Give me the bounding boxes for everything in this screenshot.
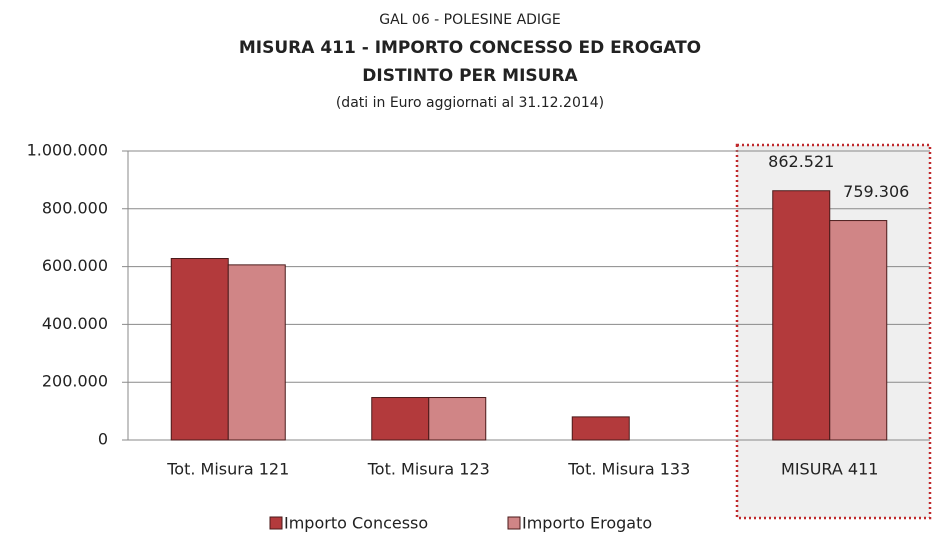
value-label: 862.521 xyxy=(768,152,834,171)
x-tick-label: Tot. Misura 121 xyxy=(166,460,289,479)
bar xyxy=(571,416,630,441)
y-tick-label: 400.000 xyxy=(42,314,108,333)
chart-title: MISURA 411 - IMPORTO CONCESSO ED EROGATO xyxy=(239,38,701,58)
bar xyxy=(772,190,831,441)
y-tick-label: 200.000 xyxy=(42,372,108,391)
legend-label: Importo Concesso xyxy=(284,514,428,533)
chart-subtitle: (dati in Euro aggiornati al 31.12.2014) xyxy=(336,95,604,111)
legend-swatch xyxy=(269,516,283,530)
legend-label: Importo Erogato xyxy=(522,514,652,533)
x-tick-label: Tot. Misura 123 xyxy=(367,460,490,479)
bar xyxy=(829,220,888,441)
bar xyxy=(371,397,430,441)
value-label: 759.306 xyxy=(843,182,909,201)
bar xyxy=(227,264,286,441)
chart-title: DISTINTO PER MISURA xyxy=(362,66,578,86)
bar xyxy=(170,258,229,441)
chart-title: GAL 06 - POLESINE ADIGE xyxy=(379,12,561,28)
bar xyxy=(428,397,487,441)
legend-swatch xyxy=(507,516,521,530)
y-tick-label: 0 xyxy=(98,430,108,449)
x-tick-label: MISURA 411 xyxy=(781,460,878,479)
y-tick-label: 800.000 xyxy=(42,198,108,217)
y-tick-label: 600.000 xyxy=(42,256,108,275)
x-tick-label: Tot. Misura 133 xyxy=(567,460,690,479)
y-tick-label: 1.000.000 xyxy=(27,141,108,160)
